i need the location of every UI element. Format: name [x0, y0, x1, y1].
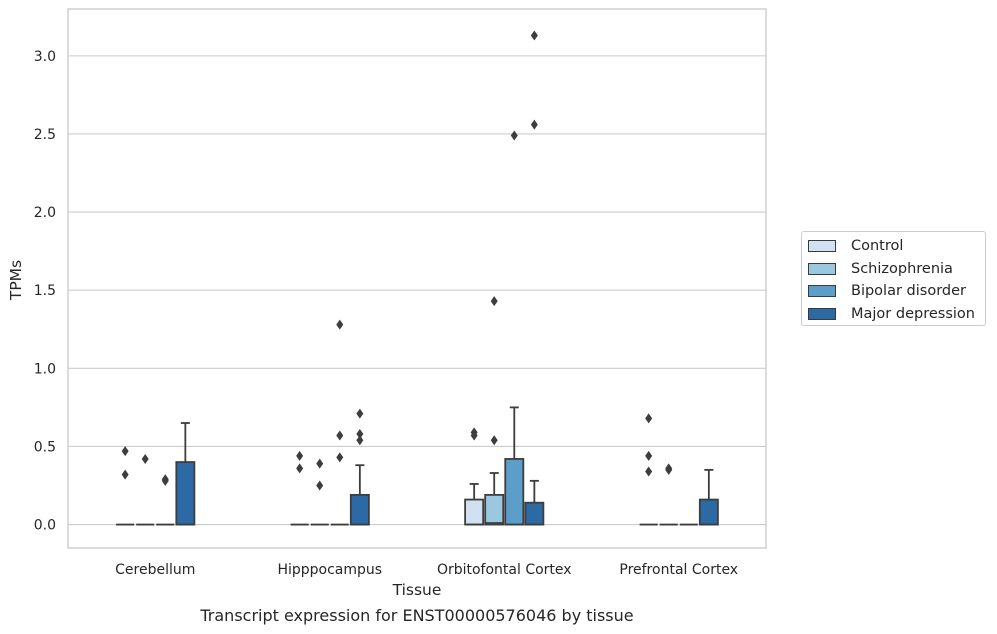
outlier-point: [490, 435, 498, 446]
outlier-point: [336, 452, 344, 463]
outlier-point: [356, 435, 364, 446]
legend-label: Schizophrenia: [851, 260, 953, 277]
box: [698, 498, 719, 526]
outlier-point: [121, 446, 129, 457]
y-tick-label: 2.5: [34, 127, 56, 143]
axes: 0.0 0.5 1.0 1.5 2.0 2.5 3.0 Cerebellum Hipppocam…: [34, 8, 767, 578]
box: [175, 461, 196, 526]
outlier-point: [336, 319, 344, 330]
outlier-point: [316, 458, 324, 469]
legend: Control Schizophrenia Bipolar disorder Majo…: [801, 231, 986, 326]
y-tick-label: 1.0: [34, 361, 56, 377]
outlier-point: [336, 430, 344, 441]
x-tick-label: Orbitofontal Cortex: [437, 562, 572, 578]
box: [504, 458, 525, 526]
legend-item: Schizophrenia: [808, 258, 985, 281]
legend-label: Control: [851, 238, 904, 255]
outlier-point: [510, 130, 518, 141]
outlier-point: [296, 463, 304, 474]
outlier-point: [530, 30, 538, 41]
y-tick-label: 0.5: [34, 439, 56, 455]
y-tick-label: 3.0: [34, 49, 56, 65]
outlier-point: [665, 464, 673, 475]
y-tick-label: 2.0: [34, 205, 56, 221]
outlier-point: [645, 466, 653, 477]
legend-label: Bipolar disorder: [851, 283, 966, 300]
box: [524, 501, 545, 526]
outlier-point: [645, 413, 653, 424]
legend-label: Major depression: [851, 305, 975, 322]
outlier-point: [645, 450, 653, 461]
legend-swatch: [808, 240, 836, 253]
outliers: [121, 30, 673, 491]
x-tick-label: Hipppocampus: [277, 562, 382, 578]
box: [349, 493, 370, 526]
gridlines: [68, 55, 766, 526]
box: [464, 498, 485, 526]
outlier-point: [490, 296, 498, 307]
figure-caption: Transcript expression for ENST0000057604…: [200, 606, 634, 625]
x-axis-label: Tissue: [392, 581, 442, 599]
legend-swatch: [808, 285, 836, 298]
outlier-point: [470, 430, 478, 441]
legend-swatch: [808, 262, 836, 275]
outlier-point: [121, 469, 129, 480]
x-tick-label: Cerebellum: [115, 562, 195, 578]
y-axis-label: TPMs: [7, 260, 25, 301]
outlier-point: [356, 428, 364, 439]
legend-item: Control: [808, 235, 985, 258]
legend-swatch: [808, 307, 836, 320]
x-tick-label: Prefrontal Cortex: [619, 562, 738, 578]
y-tick-label: 0.0: [34, 518, 56, 534]
legend-item: Bipolar disorder: [808, 280, 985, 303]
outlier-point: [141, 453, 149, 464]
box: [484, 493, 505, 526]
outlier-point: [356, 408, 364, 419]
outlier-point: [316, 480, 324, 491]
plot-frame: [67, 8, 767, 549]
y-tick-label: 1.5: [34, 283, 56, 299]
outlier-point: [530, 119, 538, 130]
legend-item: Major depression: [808, 303, 985, 326]
boxes: [116, 406, 719, 526]
outlier-point: [296, 450, 304, 461]
outlier-point: [161, 475, 169, 486]
